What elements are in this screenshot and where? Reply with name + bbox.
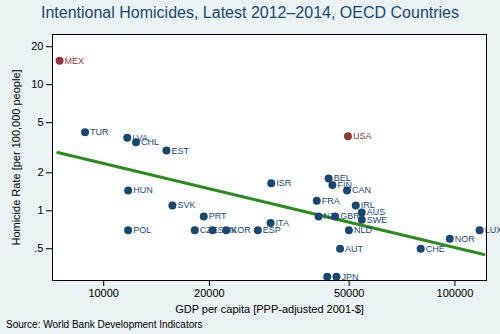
svg-text:NOR: NOR — [455, 234, 476, 244]
svg-text:5: 5 — [37, 116, 43, 128]
html-text:Intentional Homicides, Latest: Intentional Homicides, Latest 2012–2014,… — [41, 4, 459, 21]
svg-text:USA: USA — [353, 131, 372, 141]
svg-text:SVK: SVK — [177, 200, 195, 210]
svg-text:10: 10 — [31, 78, 43, 90]
svg-text:CAN: CAN — [352, 185, 371, 195]
svg-text:50000: 50000 — [334, 287, 365, 299]
svg-text:AUS: AUS — [366, 207, 386, 218]
svg-text:ESP: ESP — [262, 225, 281, 236]
svg-text:SWE: SWE — [367, 215, 388, 225]
svg-text:GBR: GBR — [340, 211, 360, 221]
svg-text:CHE: CHE — [426, 244, 445, 254]
svg-text:CZE: CZE — [200, 225, 218, 235]
svg-text:KOR: KOR — [231, 225, 251, 235]
svg-text:TUR: TUR — [90, 127, 109, 137]
svg-text:Homicide Rate [per 100,000 peo: Homicide Rate [per 100,000 people] — [10, 69, 22, 245]
svg-text:GDP per capita [PPP-adjusted 2: GDP per capita [PPP-adjusted 2001-$] — [175, 303, 364, 315]
svg-text:POL: POL — [133, 225, 151, 235]
svg-text:FRA: FRA — [322, 196, 340, 206]
svg-text:CHL: CHL — [141, 137, 159, 147]
svg-text:NZL: NZL — [324, 211, 341, 221]
svg-text:IRL: IRL — [360, 200, 375, 211]
svg-text:ITA: ITA — [276, 218, 289, 228]
svg-text:SVN: SVN — [217, 225, 237, 236]
svg-text:PRT: PRT — [209, 211, 227, 221]
html-text:Source: World Bank Development: Source: World Bank Development Indicator… — [6, 319, 203, 330]
svg-text:100000: 100000 — [437, 287, 474, 299]
svg-text:10000: 10000 — [88, 287, 119, 299]
svg-text:FIN: FIN — [337, 180, 352, 190]
svg-text:2: 2 — [37, 166, 43, 178]
svg-text:MEX: MEX — [65, 56, 85, 66]
svg-text:BEL: BEL — [333, 173, 351, 184]
svg-text:AUT: AUT — [345, 244, 364, 254]
svg-text:JPN: JPN — [341, 271, 359, 282]
svg-text:1: 1 — [37, 204, 43, 216]
svg-text:.5: .5 — [34, 242, 43, 254]
svg-text:20: 20 — [31, 40, 43, 52]
svg-text:20000: 20000 — [194, 287, 225, 299]
svg-text:ISR: ISR — [276, 178, 292, 188]
svg-text:EST: EST — [171, 145, 189, 155]
svg-text:NLD: NLD — [354, 225, 373, 235]
svg-text:HUN: HUN — [133, 185, 153, 195]
